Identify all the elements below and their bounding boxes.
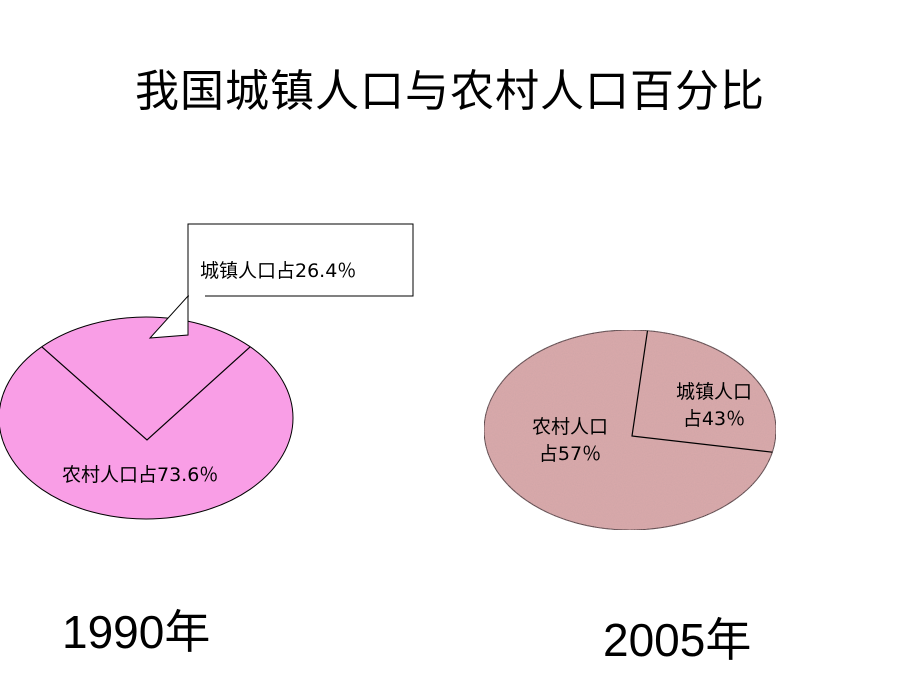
pie-2005-urban-slice [631, 330, 773, 453]
pie-1990-urban-slice [41, 346, 251, 441]
year-label-2005: 2005年 [603, 614, 752, 666]
pie-2005-slice-fill [483, 329, 777, 531]
pie-2005-rural-label-line1: 农村人口 [532, 416, 608, 438]
callout-pointer [148, 294, 189, 339]
pie-2005-urban-label-line2: 占43％ [683, 408, 745, 430]
pie-1990-rural-label: 农村人口占73.6％ [62, 464, 218, 486]
pie-1990-rural-slice [0, 316, 294, 520]
year-label-1990: 1990年 [62, 606, 211, 658]
pie-2005-rural-label-line2: 占57％ [539, 443, 601, 465]
pie-2005-urban-label-line1: 城镇人口 [676, 381, 752, 403]
callout-box [187, 223, 414, 297]
slide-title: 我国城镇人口与农村人口百分比 [135, 66, 765, 117]
pie-chart-2005: 城镇人口 占43％ 农村人口 占57％ [483, 329, 777, 531]
pie-1990-urban-label: 城镇人口占26.4％ [200, 260, 356, 282]
pie-chart-1990: 城镇人口占26.4％ 农村人口占73.6％ [0, 223, 414, 520]
